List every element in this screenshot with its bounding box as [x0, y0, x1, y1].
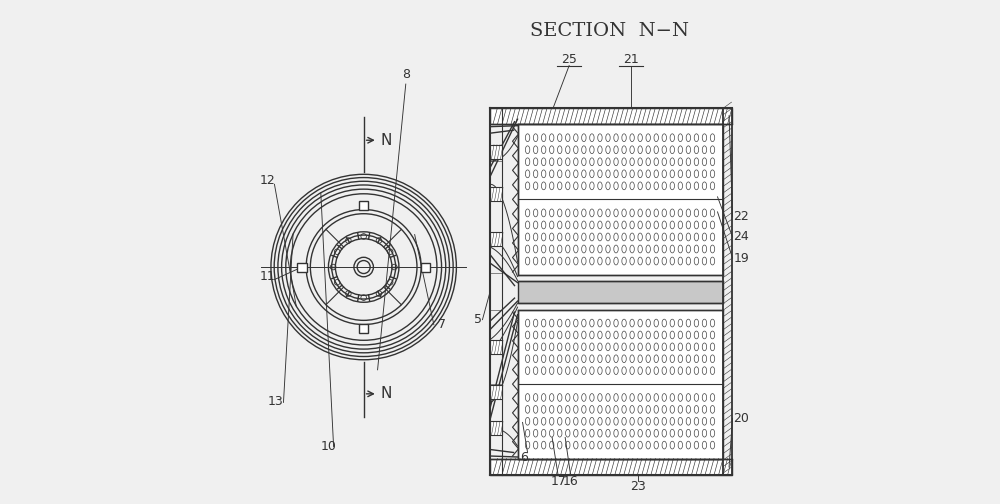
- Text: 22: 22: [734, 210, 749, 223]
- Bar: [490, 421, 502, 435]
- Bar: [490, 386, 502, 399]
- Text: 11: 11: [260, 270, 275, 283]
- Text: 13: 13: [268, 395, 283, 408]
- Bar: [490, 187, 502, 202]
- Text: 10: 10: [321, 440, 337, 453]
- Bar: [518, 309, 723, 459]
- Text: 16: 16: [563, 475, 579, 488]
- Bar: [490, 340, 502, 354]
- Text: 25: 25: [561, 52, 577, 66]
- Text: 20: 20: [734, 412, 749, 425]
- Bar: [421, 263, 430, 272]
- Bar: [518, 124, 723, 275]
- Bar: [297, 263, 307, 272]
- Bar: [359, 324, 368, 333]
- Text: 7: 7: [438, 318, 446, 331]
- Text: 23: 23: [630, 480, 646, 493]
- Text: N: N: [381, 133, 392, 148]
- Text: 6: 6: [520, 451, 528, 464]
- Bar: [490, 232, 502, 246]
- Text: 12: 12: [260, 174, 275, 187]
- Text: N: N: [381, 387, 392, 401]
- Bar: [518, 281, 723, 303]
- Text: 21: 21: [623, 52, 639, 66]
- Text: 17: 17: [550, 475, 566, 488]
- Bar: [490, 145, 502, 159]
- Text: 19: 19: [734, 251, 749, 265]
- Bar: [490, 459, 732, 475]
- Text: 8: 8: [402, 68, 410, 81]
- Bar: [359, 201, 368, 210]
- Text: SECTION  N−N: SECTION N−N: [530, 23, 689, 40]
- Bar: [490, 108, 732, 124]
- Text: 24: 24: [734, 230, 749, 243]
- Text: 5: 5: [474, 313, 482, 326]
